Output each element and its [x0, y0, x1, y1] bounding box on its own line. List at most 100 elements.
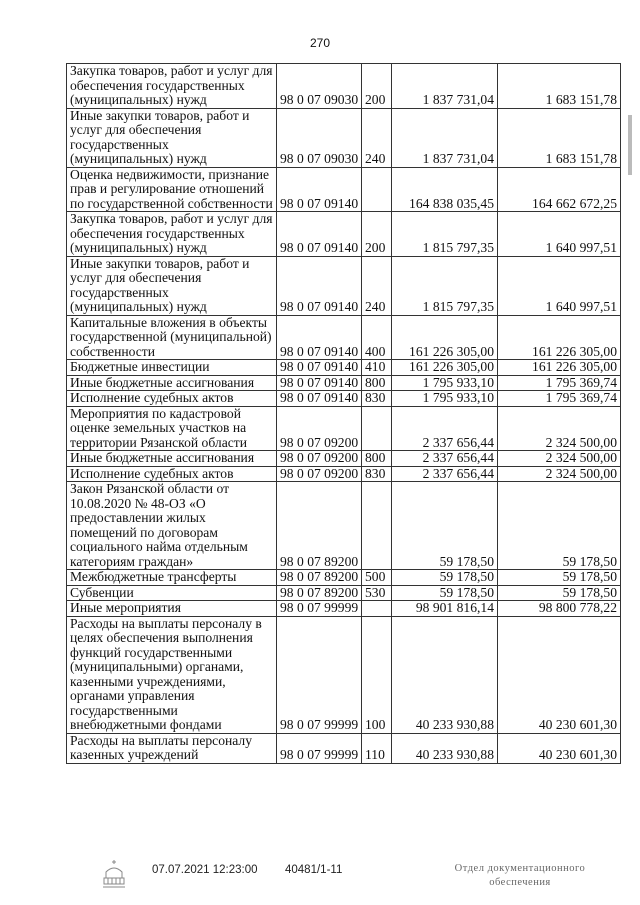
- row-code: 98 0 07 09140: [276, 390, 362, 407]
- row-type: 100: [361, 615, 392, 734]
- table-row: Межбюджетные трансферты 98 0 07 89200 500 5…: [66, 569, 621, 586]
- table-row: Закупка товаров, работ и услуг для обесп…: [66, 211, 621, 257]
- row-type: 110: [361, 732, 392, 764]
- row-sum-2: 1 795 369,74: [497, 374, 621, 391]
- row-sum-1: 2 337 656,44: [391, 450, 498, 467]
- row-sum-1: 59 178,50: [391, 584, 498, 601]
- row-type: 400: [361, 314, 392, 360]
- scan-margin-mark: [628, 115, 632, 175]
- row-code: 98 0 07 99999: [276, 615, 362, 734]
- row-code: 98 0 07 09030: [276, 63, 362, 109]
- row-sum-1: 1 815 797,35: [391, 255, 498, 316]
- row-name: Бюджетные инвестиции: [66, 359, 277, 376]
- row-type: [361, 600, 392, 617]
- row-sum-1: 40 233 930,88: [391, 615, 498, 734]
- row-sum-2: 59 178,50: [497, 584, 621, 601]
- row-type: [361, 481, 392, 570]
- row-sum-2: 40 230 601,30: [497, 732, 621, 764]
- table-row: Иные закупки товаров, работ и услуг для …: [66, 255, 621, 316]
- row-type: [361, 405, 392, 451]
- row-type: 800: [361, 374, 392, 391]
- row-code: 98 0 07 09200: [276, 450, 362, 467]
- row-sum-2: 1 683 151,78: [497, 63, 621, 109]
- row-type: 830: [361, 465, 392, 482]
- row-code: 98 0 07 89200: [276, 481, 362, 570]
- row-sum-1: 59 178,50: [391, 569, 498, 586]
- table-row: Закупка товаров, работ и услуг для обесп…: [66, 63, 621, 109]
- row-code: 98 0 07 89200: [276, 569, 362, 586]
- row-type: 500: [361, 569, 392, 586]
- row-sum-2: 59 178,50: [497, 569, 621, 586]
- row-code: 98 0 07 09140: [276, 359, 362, 376]
- row-name: Иные мероприятия: [66, 600, 277, 617]
- row-name: Мероприятия по кадастровой оценке земель…: [66, 405, 277, 451]
- row-name: Капитальные вложения в объекты государст…: [66, 314, 277, 360]
- row-sum-1: 1 837 731,04: [391, 63, 498, 109]
- row-type: 800: [361, 450, 392, 467]
- row-code: 98 0 07 09030: [276, 107, 362, 168]
- row-type: 240: [361, 255, 392, 316]
- table-row: Бюджетные инвестиции 98 0 07 09140 410 161 …: [66, 359, 621, 376]
- row-sum-1: 1 837 731,04: [391, 107, 498, 168]
- row-type: [361, 166, 392, 212]
- row-name: Иные закупки товаров, работ и услуг для …: [66, 255, 277, 316]
- table-row: Расходы на выплаты персоналу в целях обе…: [66, 615, 621, 734]
- row-sum-2: 2 324 500,00: [497, 450, 621, 467]
- table-row: Оценка недвижимости, признание прав и ре…: [66, 166, 621, 212]
- row-sum-2: 1 640 997,51: [497, 255, 621, 316]
- table-row: Расходы на выплаты персоналу казенных уч…: [66, 732, 621, 764]
- row-sum-1: 2 337 656,44: [391, 405, 498, 451]
- row-code: 98 0 07 09140: [276, 314, 362, 360]
- row-type: 530: [361, 584, 392, 601]
- row-sum-1: 59 178,50: [391, 481, 498, 570]
- row-sum-1: 1 815 797,35: [391, 211, 498, 257]
- row-name: Иные закупки товаров, работ и услуг для …: [66, 107, 277, 168]
- row-code: 98 0 07 09200: [276, 405, 362, 451]
- row-code: 98 0 07 99999: [276, 732, 362, 764]
- table-row: Закон Рязанской области от 10.08.2020 № …: [66, 481, 621, 570]
- row-code: 98 0 07 09140: [276, 211, 362, 257]
- row-name: Иные бюджетные ассигнования: [66, 450, 277, 467]
- row-name: Субвенции: [66, 584, 277, 601]
- row-sum-2: 164 662 672,25: [497, 166, 621, 212]
- row-type: 200: [361, 63, 392, 109]
- row-sum-1: 2 337 656,44: [391, 465, 498, 482]
- row-sum-1: 164 838 035,45: [391, 166, 498, 212]
- row-sum-2: 2 324 500,00: [497, 405, 621, 451]
- row-sum-2: 59 178,50: [497, 481, 621, 570]
- table-row: Иные бюджетные ассигнования 98 0 07 09140…: [66, 374, 621, 391]
- row-name: Расходы на выплаты персоналу казенных уч…: [66, 732, 277, 764]
- row-sum-1: 1 795 933,10: [391, 374, 498, 391]
- row-sum-2: 1 640 997,51: [497, 211, 621, 257]
- coat-of-arms-logo: [103, 860, 125, 888]
- row-name: Межбюджетные трансферты: [66, 569, 277, 586]
- row-name: Оценка недвижимости, признание прав и ре…: [66, 166, 277, 212]
- budget-table: Закупка товаров, работ и услуг для обесп…: [66, 63, 621, 764]
- row-sum-2: 98 800 778,22: [497, 600, 621, 617]
- row-sum-2: 161 226 305,00: [497, 314, 621, 360]
- table-row: Капитальные вложения в объекты государст…: [66, 314, 621, 360]
- row-name: Расходы на выплаты персоналу в целях обе…: [66, 615, 277, 734]
- footer-doc-number: 40481/1-11: [285, 864, 343, 876]
- row-name: Закон Рязанской области от 10.08.2020 № …: [66, 481, 277, 570]
- table-row: Субвенции 98 0 07 89200 530 59 178,50 59 178…: [66, 584, 621, 601]
- row-type: 410: [361, 359, 392, 376]
- row-code: 98 0 07 89200: [276, 584, 362, 601]
- row-code: 98 0 07 99999: [276, 600, 362, 617]
- row-type: 240: [361, 107, 392, 168]
- footer-datetime: 07.07.2021 12:23:00: [152, 864, 258, 876]
- table-row: Исполнение судебных актов 98 0 07 09200 83…: [66, 465, 621, 482]
- row-code: 98 0 07 09140: [276, 374, 362, 391]
- footer-department: Отдел документационного обеспечения: [454, 863, 586, 888]
- row-sum-2: 2 324 500,00: [497, 465, 621, 482]
- row-sum-2: 161 226 305,00: [497, 359, 621, 376]
- row-sum-1: 161 226 305,00: [391, 314, 498, 360]
- table-row: Иные мероприятия 98 0 07 99999 98 901 816,…: [66, 600, 621, 617]
- row-type: 200: [361, 211, 392, 257]
- table-row: Мероприятия по кадастровой оценке земель…: [66, 405, 621, 451]
- row-sum-2: 1 683 151,78: [497, 107, 621, 168]
- row-code: 98 0 07 09200: [276, 465, 362, 482]
- table-row: Иные закупки товаров, работ и услуг для …: [66, 107, 621, 168]
- row-name: Закупка товаров, работ и услуг для обесп…: [66, 211, 277, 257]
- row-name: Закупка товаров, работ и услуг для обесп…: [66, 63, 277, 109]
